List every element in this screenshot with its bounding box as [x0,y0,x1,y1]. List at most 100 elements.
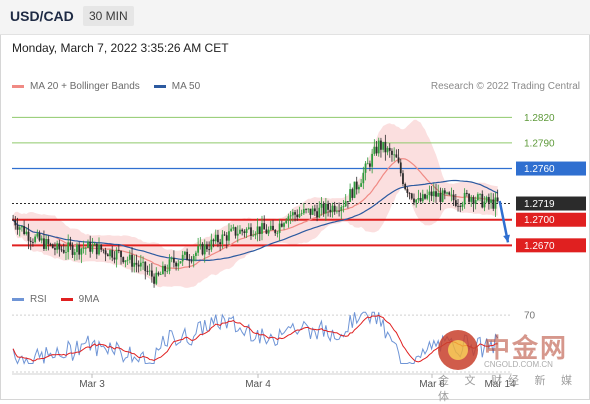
candle-body [135,262,138,265]
candle-body [269,225,272,230]
candle-body [179,261,182,264]
candle [161,261,164,275]
candle [219,238,222,252]
candle-body [43,238,45,249]
candle-body [93,243,96,246]
candle [23,220,26,236]
candle [36,229,39,239]
candle [91,237,94,254]
9ma-swatch [60,298,73,301]
candle [181,250,184,267]
candle-body [27,231,30,241]
candle-body [309,208,312,215]
candle [269,220,272,231]
candle-body [353,181,356,198]
candle [263,215,266,230]
candle-body [261,223,263,234]
candle [490,192,492,209]
candle-body [470,197,473,202]
level-label-1.2820: 1.2820 [524,113,555,124]
candle-body [181,254,184,262]
candle [294,210,296,222]
candle-body [380,140,382,150]
candle [186,248,189,261]
candle [419,192,422,203]
candle [89,235,92,258]
candle-body [490,199,492,203]
watermark-brand: 中金网 [484,334,569,364]
candle [232,224,235,231]
rsi-swatch [12,298,24,301]
candle-body [168,259,171,271]
level-tag-1.2719 [516,196,586,211]
candle [93,242,96,246]
candle-body [113,257,116,260]
candle [144,261,147,280]
candle-body [232,227,235,229]
candle [243,229,246,238]
candle [446,191,448,196]
candle-body [69,242,72,246]
candle [126,256,129,265]
candle-body [32,241,34,243]
candle-body [393,154,396,156]
candle [148,263,151,276]
candle [60,245,63,253]
candle-body [199,243,202,247]
candle-body [402,173,404,184]
candle-body [329,209,332,213]
candle-body [126,259,129,261]
timeframe-button[interactable]: 30 MIN [83,6,134,26]
candle-body [89,241,92,252]
candle [375,141,378,156]
candle-body [347,201,349,203]
candle-body [408,192,411,194]
candle-body [157,272,160,275]
candle-body [225,235,228,241]
candle-body [137,264,140,267]
symbol-label: USD/CAD [10,8,74,24]
candle-body [397,157,400,163]
candle-body [175,262,177,267]
candle-body [131,254,133,267]
candle [153,273,155,288]
candle [461,201,464,211]
candle-body [386,147,389,153]
candle-body [496,197,499,202]
candle [417,189,420,204]
candle-body [468,193,470,202]
candle-body [60,249,63,251]
candle-body [404,183,407,190]
candle-body [474,200,477,204]
candle [364,160,367,181]
candle [45,235,48,251]
candle-body [16,225,19,230]
candle-body [221,234,224,245]
candle-body [25,231,28,235]
candle [150,263,153,283]
candle-body [228,231,230,241]
candle [38,230,41,242]
candle [190,256,193,264]
candle-body [263,223,266,230]
candle-body [197,246,200,253]
x-tick-label-1: Mar 4 [245,379,271,390]
candle [476,192,479,202]
candle [391,148,393,162]
candle [225,232,228,249]
candle-body [223,234,226,236]
candle-body [479,193,481,195]
candle-body [241,229,244,232]
candle [402,170,404,187]
candle [347,201,349,209]
candle-body [358,186,360,190]
candle-body [219,242,222,245]
candle-body [206,244,208,250]
candle [78,241,81,260]
candle [109,249,111,260]
legend-label-ma20: MA 20 + Bollinger Bands [30,81,140,92]
candle-body [355,181,358,190]
candle-body [448,192,451,195]
candle [291,209,294,222]
candle-body [373,146,376,154]
